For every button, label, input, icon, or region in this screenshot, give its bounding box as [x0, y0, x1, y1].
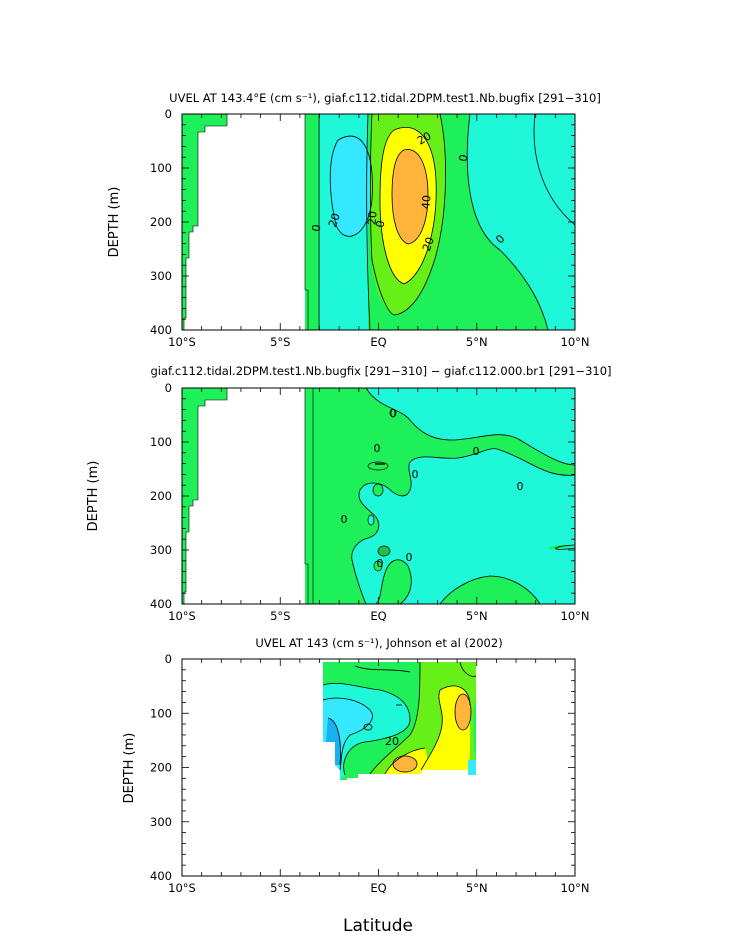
y-tick-label: 100: [150, 161, 172, 175]
panel-1-region-westward-core: [330, 136, 373, 237]
panel-3: UVEL AT 143 (cm s⁻¹), Johnson et al (200…: [122, 636, 590, 895]
panel-2-contour-label: 0: [473, 445, 480, 458]
y-tick-label: 100: [150, 706, 172, 720]
panel-2-coast: [181, 387, 228, 605]
panel-3-contour-label: 20: [385, 735, 399, 748]
figure-xlabel: Latitude: [343, 916, 413, 936]
panel-2: giaf.c112.tidal.2DPM.test1.Nb.bugfix [29…: [86, 364, 612, 623]
panel-1-contour-label: 0: [373, 220, 387, 229]
y-tick-label: 400: [150, 869, 172, 883]
panel-3-contours: [322, 661, 477, 776]
panel-2-eddy: [367, 514, 375, 526]
panel-3-region-blue: [326, 718, 341, 765]
y-tick-label: 200: [150, 761, 172, 775]
panel-2-region-cyan: [351, 388, 575, 604]
x-tick-label: 10°N: [561, 609, 590, 623]
panel-2-eddy: [372, 483, 384, 497]
panel-2-contour-label: 0: [412, 468, 419, 481]
panel-2-title: giaf.c112.tidal.2DPM.test1.Nb.bugfix [29…: [150, 364, 611, 378]
panel-1-contour-label: 0: [456, 154, 470, 163]
x-tick-label: 10°S: [168, 609, 196, 623]
panel-3-region-orange: [455, 694, 471, 730]
panel-1-field: [305, 114, 575, 330]
panel-1-title: UVEL AT 143.4°E (cm s⁻¹), giaf.c112.tida…: [169, 91, 601, 105]
panel-3-region-orange-2: [393, 756, 417, 772]
panel-2-land: [182, 388, 305, 604]
x-tick-label: 10°N: [561, 881, 590, 895]
panel-1-region-orange: [392, 149, 428, 244]
panel-1-contour-label: 20: [415, 129, 434, 147]
y-tick-label: 300: [150, 543, 172, 557]
panel-3-title: UVEL AT 143 (cm s⁻¹), Johnson et al (200…: [255, 636, 502, 650]
y-tick-label: 0: [165, 107, 172, 121]
panel-2-eddy: [367, 461, 389, 471]
x-tick-label: 10°N: [561, 335, 590, 349]
panel-3-eddy: [468, 760, 476, 775]
panel-1-contour-label: 0: [309, 224, 323, 233]
panel-1-contour-label: 20: [420, 235, 437, 253]
panel-2-contour-label: 0: [374, 442, 381, 455]
panel-1-contour-label: 20: [365, 211, 379, 226]
panel-2-contour-label: 0: [377, 557, 384, 570]
panel-3-ylabel: DEPTH (m): [122, 733, 137, 804]
y-tick-label: 0: [165, 381, 172, 395]
panel-2-field: [305, 388, 575, 604]
panel-3-field: [322, 661, 477, 780]
panel-3-axes: 10°S 5°S EQ 5°N 10°N 0 100 200 300 400: [150, 652, 589, 895]
x-tick-label: 5°S: [270, 335, 290, 349]
x-tick-label: EQ: [370, 881, 386, 895]
x-tick-label: 5°N: [466, 881, 488, 895]
panel-2-axes: 10°S 5°S EQ 5°N 10°N 0 100 200 300 400: [150, 381, 589, 623]
panel-2-contour-label: 0: [341, 513, 348, 526]
panel-2-eddy: [373, 560, 383, 572]
x-tick-label: 10°S: [168, 881, 196, 895]
panel-2-contour-label: 0: [406, 551, 413, 564]
y-tick-label: 200: [150, 489, 172, 503]
x-tick-label: 10°S: [168, 335, 196, 349]
y-tick-label: 300: [150, 815, 172, 829]
panel-2-eddy: [377, 545, 391, 557]
y-tick-label: 400: [150, 597, 172, 611]
panel-1: UVEL AT 143.4°E (cm s⁻¹), giaf.c112.tida…: [107, 91, 601, 349]
y-tick-label: 0: [165, 652, 172, 666]
panel-2-contour-labels: 0 0 0 0 0 0 0 0: [341, 407, 524, 570]
x-tick-label: 5°N: [466, 609, 488, 623]
panel-1-contour-label: 20: [326, 211, 343, 229]
x-tick-label: 5°S: [270, 881, 290, 895]
panel-2-region-cyan-south: [440, 576, 540, 604]
panel-1-land: [182, 114, 305, 330]
x-tick-label: 5°S: [270, 609, 290, 623]
panel-2-contour-label: 0: [390, 407, 397, 420]
y-tick-label: 300: [150, 269, 172, 283]
panel-2-contours: [351, 388, 575, 604]
panel-1-coast: [181, 113, 228, 331]
x-tick-label: 5°N: [466, 335, 488, 349]
x-tick-label: EQ: [370, 335, 386, 349]
y-tick-label: 200: [150, 215, 172, 229]
panel-1-ylabel: DEPTH (m): [107, 187, 122, 258]
panel-1-contour-label: 40: [419, 195, 433, 210]
y-tick-label: 400: [150, 323, 172, 337]
y-tick-label: 100: [150, 435, 172, 449]
panel-2-ylabel: DEPTH (m): [86, 461, 101, 532]
panel-2-contour-label: 0: [517, 480, 524, 493]
x-tick-label: EQ: [370, 609, 386, 623]
